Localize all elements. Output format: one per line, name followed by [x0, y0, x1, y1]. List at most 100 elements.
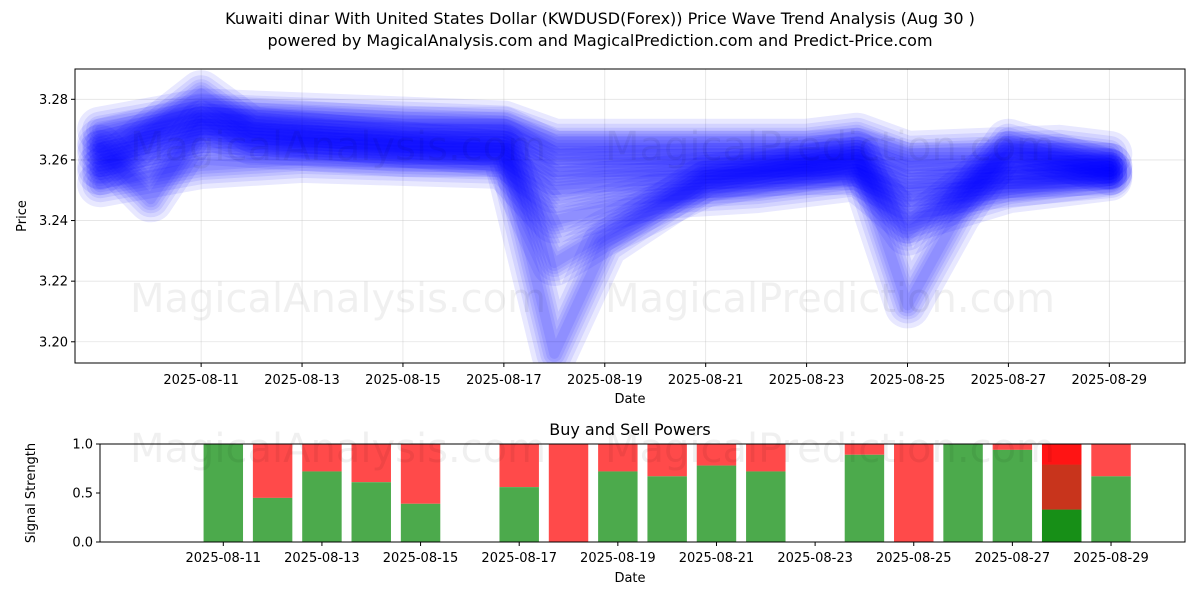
price-wave-band-2 — [77, 94, 1133, 189]
buy-power-bar — [696, 465, 737, 542]
signal-panel: Buy and Sell Powers 2025-08-11 2025-08-13… — [24, 420, 1186, 586]
price-wave-panel: 2025-08-11 2025-08-13 2025-08-15 2025-08-17… — [15, 68, 1186, 407]
signal-x-tick-label: 2025-08-21 — [679, 551, 755, 566]
signal-x-ticks: 2025-08-11 2025-08-13 2025-08-15 2025-08-17… — [186, 542, 1149, 566]
signal-y-tick-label: 0.0 — [72, 536, 93, 551]
sell-power-bar — [548, 444, 589, 542]
price-wave-band-0 — [77, 106, 1133, 208]
sell-power-bar — [598, 444, 638, 472]
sell-power-bar — [992, 444, 1033, 450]
price-wave-band-4 — [86, 79, 1124, 277]
price-wave-band-1 — [89, 130, 1121, 208]
price-x-tick-label: 2025-08-15 — [365, 373, 441, 388]
price-wave-band-4 — [82, 75, 1128, 281]
price-wave-band-1 — [92, 133, 1118, 205]
signal-panel-title: Buy and Sell Powers — [549, 420, 711, 439]
buy-power-bar — [992, 449, 1033, 542]
watermark-prediction-bottom: MagicalPrediction.com — [605, 426, 1055, 472]
price-grid — [75, 69, 1185, 363]
sell-power-bar — [302, 444, 342, 472]
price-y-tick-label: 3.26 — [39, 153, 68, 168]
signal-y-ticks: 0.0 0.5 1.0 — [72, 438, 100, 551]
price-wave-band-3 — [82, 105, 1128, 363]
sell-power-bar-overlay — [1041, 444, 1082, 465]
price-wave-band-1 — [95, 136, 1115, 202]
signal-y-tick-label: 0.5 — [72, 487, 93, 502]
sell-power-bar — [894, 444, 934, 542]
sell-power-bar — [844, 444, 885, 455]
price-x-tick-label: 2025-08-29 — [1072, 373, 1148, 388]
watermark-analysis-bottom: MagicalAnalysis.com — [130, 426, 546, 472]
buy-power-bar — [302, 471, 342, 542]
sell-power-bar — [351, 444, 391, 483]
watermark-prediction-top: MagicalPrediction.com — [605, 124, 1055, 170]
price-x-tick-label: 2025-08-19 — [567, 373, 643, 388]
price-y-tick-label: 3.22 — [39, 275, 68, 290]
price-wave-band-6 — [89, 100, 1121, 165]
price-wave-band-6 — [77, 88, 1133, 177]
buy-power-bar — [252, 497, 293, 542]
sell-power-bar — [746, 444, 786, 472]
signal-x-tick-label: 2025-08-23 — [777, 551, 853, 566]
price-x-tick-label: 2025-08-21 — [668, 373, 744, 388]
price-wave-band-1 — [77, 118, 1133, 220]
price-wave-band-4 — [92, 85, 1118, 271]
price-x-tick-label: 2025-08-17 — [466, 373, 542, 388]
signal-x-tick-label: 2025-08-29 — [1073, 551, 1149, 566]
buy-power-bar — [746, 471, 786, 542]
price-wave-bands — [77, 70, 1133, 363]
price-wave-band-0 — [86, 115, 1124, 199]
buy-power-bar — [647, 476, 687, 542]
price-wave-band-3 — [95, 118, 1115, 359]
price-wave-band-5 — [89, 148, 1121, 232]
price-wave-band-3 — [92, 115, 1118, 362]
price-y-axis-label: Price — [15, 200, 30, 232]
price-wave-band-4 — [89, 82, 1121, 274]
signal-x-tick-label: 2025-08-25 — [876, 551, 952, 566]
price-y-tick-label: 3.20 — [39, 335, 68, 350]
buy-power-bar — [499, 487, 539, 542]
price-wave-band-0 — [82, 111, 1128, 203]
buy-power-bar — [844, 454, 885, 542]
signal-x-tick-label: 2025-08-15 — [383, 551, 459, 566]
price-x-tick-label: 2025-08-11 — [163, 373, 239, 388]
price-wave-band-2 — [82, 99, 1128, 184]
price-x-tick-label: 2025-08-25 — [870, 373, 946, 388]
price-wave-band-2 — [89, 106, 1121, 177]
price-x-tick-label: 2025-08-13 — [264, 373, 340, 388]
buy-power-bar-overlay — [1041, 509, 1082, 542]
price-wave-band-1 — [86, 127, 1124, 211]
price-y-ticks: 3.20 3.22 3.24 3.26 3.28 — [39, 93, 75, 350]
buy-power-bar — [598, 471, 638, 542]
chart-title-line-2: powered by MagicalAnalysis.com and Magic… — [267, 31, 933, 50]
price-wave-band-3 — [77, 100, 1133, 363]
price-wave-band-5 — [86, 145, 1124, 235]
sell-power-bar — [499, 444, 539, 488]
signal-x-tick-label: 2025-08-27 — [975, 551, 1051, 566]
price-wave-band-5 — [95, 154, 1115, 226]
sell-power-bar — [1091, 444, 1131, 477]
price-y-tick-label: 3.28 — [39, 93, 68, 108]
signal-bars — [203, 444, 1131, 542]
watermark-prediction-mid: MagicalPrediction.com — [605, 276, 1055, 322]
chart-title-line-1: Kuwaiti dinar With United States Dollar … — [225, 9, 975, 28]
price-axes-frame — [74, 68, 1186, 364]
sell-power-bar — [252, 444, 293, 498]
price-x-ticks: 2025-08-11 2025-08-13 2025-08-15 2025-08-17… — [163, 363, 1147, 388]
watermarks: MagicalAnalysis.com MagicalPrediction.co… — [130, 124, 1055, 472]
price-x-tick-label: 2025-08-23 — [769, 373, 845, 388]
sell-power-bar — [696, 444, 737, 466]
price-wave-band-0 — [89, 118, 1121, 196]
buy-power-bar — [351, 482, 391, 542]
price-wave-band-3 — [89, 112, 1121, 363]
price-wave-band-6 — [92, 103, 1118, 162]
price-wave-band-0 — [95, 124, 1115, 190]
price-wave-band-6 — [82, 93, 1128, 172]
price-wave-band-3 — [86, 109, 1124, 363]
price-wave-band-2 — [92, 109, 1118, 174]
price-wave-band-4 — [77, 70, 1133, 286]
signal-x-tick-label: 2025-08-11 — [186, 551, 262, 566]
price-wave-band-5 — [77, 136, 1133, 244]
buy-power-bar — [1091, 476, 1131, 542]
